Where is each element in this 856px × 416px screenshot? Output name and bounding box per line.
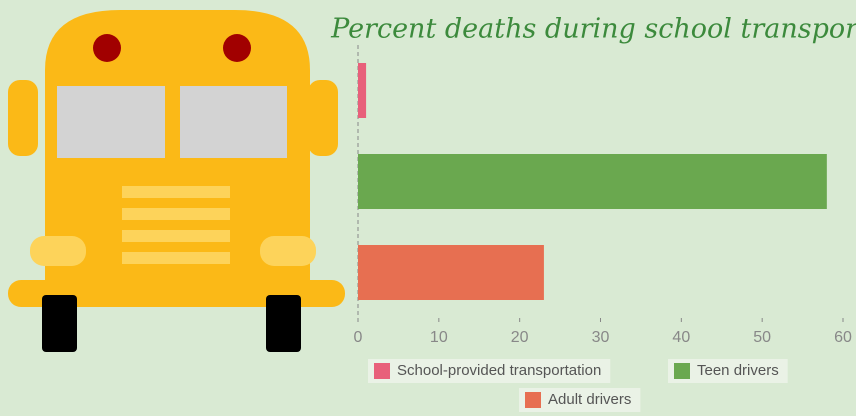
legend-label: Teen drivers [697, 362, 779, 379]
x-tick-label: 40 [672, 329, 690, 346]
page: Percent deaths during school transport 0… [0, 0, 856, 416]
bus-illustration [8, 10, 345, 352]
bar [358, 63, 366, 118]
bar [358, 245, 544, 300]
x-tick-label: 60 [834, 329, 852, 346]
legend-swatch [374, 363, 390, 379]
bar [358, 154, 827, 209]
legend-label: School-provided transportation [397, 362, 601, 379]
x-tick-label: 20 [511, 329, 529, 346]
legend-label: Adult drivers [548, 391, 631, 408]
x-tick-label: 10 [430, 329, 448, 346]
x-tick-label: 0 [354, 329, 363, 346]
legend-swatch [674, 363, 690, 379]
x-tick-label: 30 [592, 329, 610, 346]
x-tick-label: 50 [753, 329, 771, 346]
chart-title: Percent deaths during school transport [330, 14, 856, 45]
legend-swatch [525, 392, 541, 408]
